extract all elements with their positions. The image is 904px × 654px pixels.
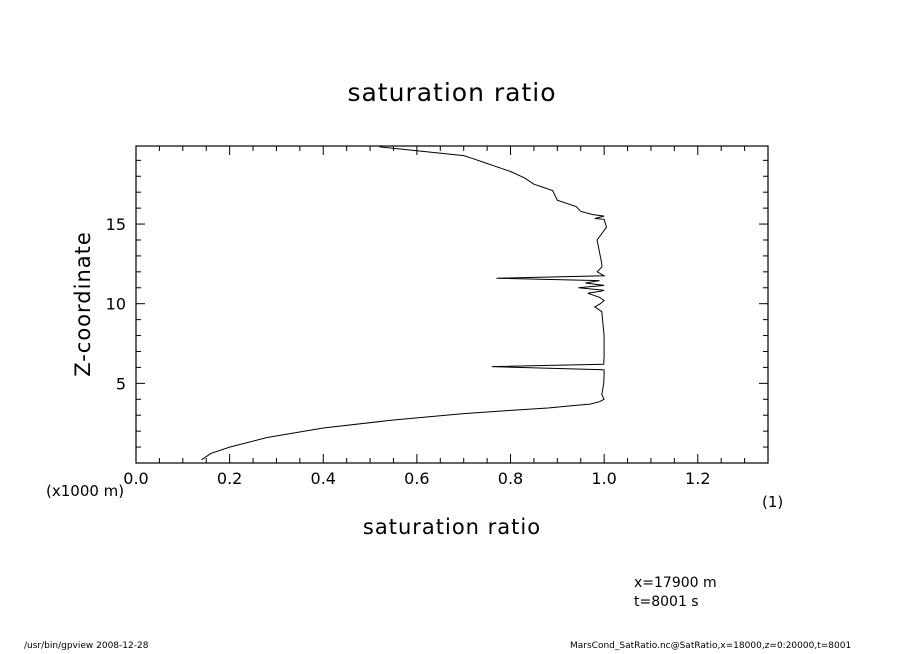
x-axis-label: saturation ratio (362, 515, 542, 539)
info-time: t=8001 s (634, 594, 699, 610)
y-tick-marks (136, 159, 768, 448)
x-tick-label: 1.2 (685, 469, 710, 488)
y-tick-label: 10 (106, 295, 126, 314)
y-tick-label: 5 (116, 374, 126, 393)
x-tick-label: 0.6 (404, 469, 429, 488)
x-tick-label: 0.8 (498, 469, 523, 488)
info-x-position: x=17900 m (634, 575, 717, 591)
y-axis-label: Z-coordinate (71, 231, 95, 377)
x-tick-labels: 0.0 0.2 0.4 0.6 0.8 1.0 1.2 (123, 469, 710, 488)
y-tick-label: 15 (106, 215, 126, 234)
saturation-ratio-profile-line (201, 146, 608, 461)
y-axis-unit: (x1000 m) (46, 482, 125, 500)
y-tick-labels: 5 10 15 (106, 215, 126, 393)
chart-title: saturation ratio (347, 78, 557, 107)
plot-frame (135, 145, 769, 464)
x-tick-label: 0.2 (217, 469, 242, 488)
x-tick-label: 1.0 (591, 469, 616, 488)
x-tick-marks (135, 146, 769, 463)
x-tick-label: 0.4 (311, 469, 336, 488)
x-axis-unit: (1) (762, 493, 784, 511)
footer-command: /usr/bin/gpview 2008-12-28 (24, 641, 149, 651)
footer-source: MarsCond_SatRatio.nc@SatRatio,x=18000,z=… (570, 641, 852, 651)
x-tick-label: 0.0 (123, 469, 148, 488)
